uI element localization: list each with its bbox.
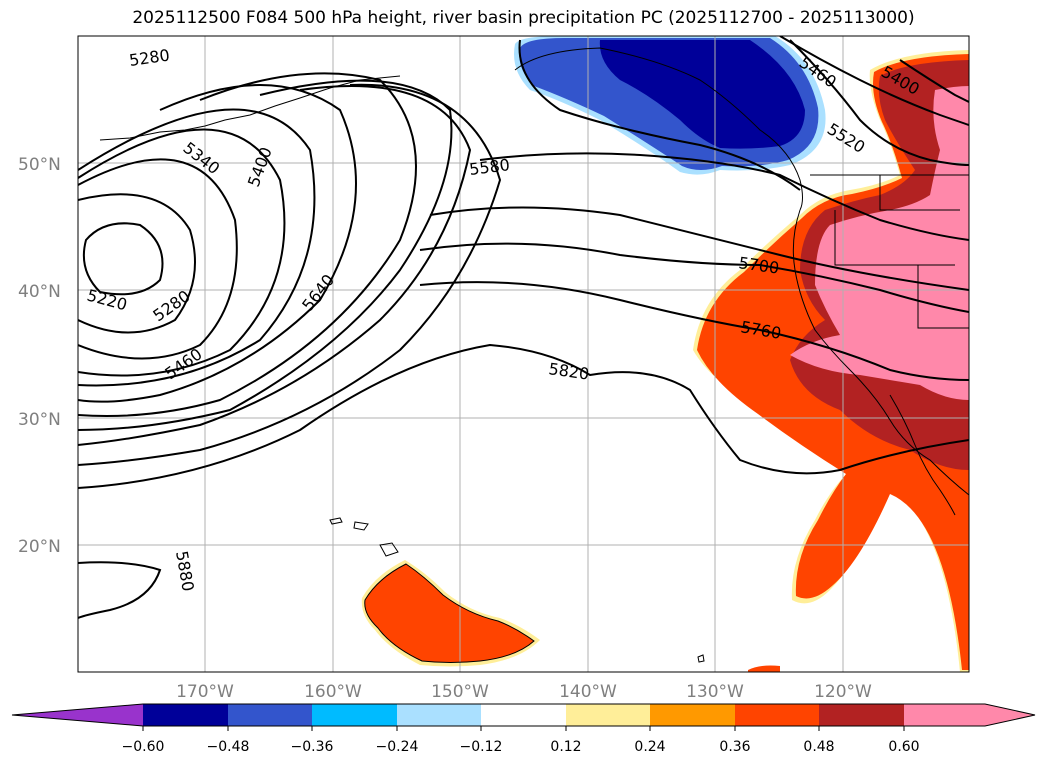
contour-5580-east	[479, 152, 969, 241]
state-line-1	[879, 175, 960, 211]
colorbar-segment	[566, 704, 650, 726]
colorbar-tick-label: 0.48	[803, 739, 834, 755]
contour-5340	[78, 158, 238, 360]
longitude-labels: 170°W 160°W 150°W 140°W 130°W 120°W	[176, 682, 872, 702]
alaska-coast	[514, 47, 803, 211]
lon-label: 140°W	[559, 682, 617, 702]
lon-label: 160°W	[304, 682, 362, 702]
state-line-3	[917, 265, 969, 329]
map-frame	[77, 35, 970, 673]
colorbar-segment	[143, 704, 228, 726]
colorbar-tick-label: 0.12	[550, 739, 581, 755]
lon-label: 170°W	[176, 682, 234, 702]
clipperton-island	[697, 654, 705, 663]
contour-5760-west	[78, 83, 502, 466]
lat-label: 30°N	[18, 410, 61, 430]
contour-5700-west	[78, 85, 472, 446]
lon-label: 120°W	[814, 682, 872, 702]
lat-label: 50°N	[18, 155, 61, 175]
colorbar-segment	[481, 704, 566, 726]
colorbar-extend-left	[12, 704, 143, 726]
hawaii-small-island-2	[379, 542, 399, 557]
hawaii-big-island	[364, 563, 535, 663]
contour-5640-east	[429, 206, 969, 291]
contour-5580	[78, 72, 417, 417]
lon-label: 150°W	[431, 682, 489, 702]
contour-5820-west	[78, 343, 969, 489]
contour-5640	[78, 79, 453, 431]
colorbar-tick-label: −0.60	[122, 739, 165, 755]
colorbar-tick-label: −0.24	[376, 739, 419, 755]
hawaii-anomaly-orange	[364, 564, 534, 663]
lon-label: 130°W	[686, 682, 744, 702]
chart-title: 2025112500 F084 500 hPa height, river ba…	[132, 8, 915, 28]
lat-label: 40°N	[18, 282, 61, 302]
latitude-labels: 50°N 40°N 30°N 20°N	[18, 155, 61, 557]
positive-anomaly-pink	[790, 86, 969, 400]
contour-5460-east	[779, 36, 969, 126]
lat-label: 20°N	[18, 537, 61, 557]
contour-5580-north	[518, 39, 801, 191]
hawaii-small-island-3	[353, 521, 369, 531]
contour-5880	[78, 561, 162, 619]
colorbar-tick-label: 0.36	[719, 739, 750, 755]
hawaii-small-island-1	[329, 517, 343, 525]
contour-label: 5580	[468, 155, 511, 179]
colorbar: −0.60 −0.48 −0.36 −0.24 −0.12 0.12 0.24 …	[11, 703, 1036, 755]
colorbar-segment	[397, 704, 481, 726]
height-contours	[78, 36, 969, 619]
negative-anomaly-dark	[599, 40, 805, 149]
contour-5520-east	[789, 39, 969, 166]
contour-5700-east	[419, 242, 969, 313]
contour-5400	[78, 128, 286, 377]
colorbar-segment	[228, 704, 312, 726]
contour-5220	[82, 222, 164, 296]
map-area: 5280 5340 5400 5220 5280 5460 5640 5580 …	[78, 36, 969, 672]
contour-5280-low	[78, 193, 196, 334]
grid-lines	[78, 36, 969, 672]
contour-5760-east	[419, 281, 969, 381]
colorbar-tick-label: 0.24	[634, 739, 665, 755]
colorbar-tick-label: 0.60	[888, 739, 919, 755]
contour-5400-east	[899, 59, 969, 103]
colorbar-segment	[312, 704, 397, 726]
contour-5520	[78, 84, 357, 403]
colorbar-tick-label: −0.36	[291, 739, 334, 755]
small-anomaly-south	[748, 665, 780, 672]
north-america-coast	[792, 209, 969, 496]
colorbar-segment	[650, 704, 735, 726]
baja-coast	[889, 394, 956, 516]
colorbar-segment	[735, 704, 819, 726]
coastlines	[99, 47, 969, 663]
contour-5460	[78, 108, 316, 387]
colorbar-segment	[819, 704, 904, 726]
colorbar-extend-right	[904, 704, 1035, 726]
state-line-2	[834, 210, 955, 266]
colorbar-tick-label: −0.12	[460, 739, 503, 755]
colorbar-tick-label: −0.48	[207, 739, 250, 755]
